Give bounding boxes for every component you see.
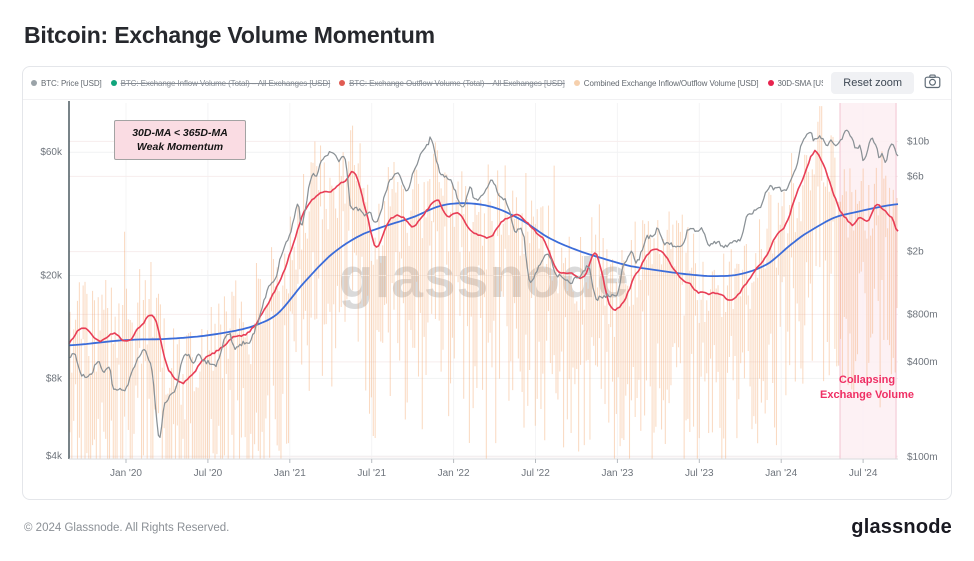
legend-swatch bbox=[573, 80, 580, 86]
right-axis-tick-label: $6b bbox=[907, 171, 924, 182]
legend-item[interactable]: BTC: Exchange Outflow Volume (Total) – A… bbox=[339, 79, 565, 88]
camera-icon bbox=[924, 74, 941, 92]
legend-item[interactable]: Combined Exchange Inflow/Outflow Volume … bbox=[573, 78, 759, 88]
sma365-line bbox=[68, 202, 899, 347]
weak-momentum-line1: 30D-MA < 365D-MA bbox=[132, 127, 228, 139]
x-axis-tick-label: Jan '20 bbox=[110, 468, 142, 479]
collapsing-volume-label: Collapsing Exchange Volume bbox=[767, 373, 951, 404]
legend-swatch bbox=[339, 80, 346, 86]
legend-item[interactable]: 30D-SMA [USD] bbox=[767, 78, 824, 88]
legend-label: Combined Exchange Inflow/Outflow Volume … bbox=[583, 78, 759, 88]
legend-item[interactable]: BTC: Price [USD] bbox=[31, 79, 102, 88]
page-title: Bitcoin: Exchange Volume Momentum bbox=[24, 22, 435, 48]
legend-swatch bbox=[31, 80, 37, 86]
left-axis-tick-label: $60k bbox=[40, 147, 63, 158]
x-axis-tick-label: Jan '21 bbox=[274, 468, 306, 479]
weak-momentum-line2: Weak Momentum bbox=[136, 141, 224, 154]
x-axis-tick-label: Jul '21 bbox=[357, 468, 386, 479]
reset-zoom-button[interactable]: Reset zoom bbox=[831, 72, 914, 94]
sma30-line bbox=[68, 149, 899, 385]
x-axis-tick-label: Jan '24 bbox=[765, 468, 797, 479]
legend-item[interactable]: BTC: Exchange Inflow Volume (Total) – Al… bbox=[110, 78, 331, 88]
glassnode-logo: glassnode bbox=[851, 516, 952, 538]
x-axis-tick-label: Jan '23 bbox=[601, 468, 633, 479]
left-axis-tick-label: $4k bbox=[46, 451, 63, 462]
legend-swatch bbox=[767, 80, 774, 86]
legend-label: BTC: Exchange Outflow Volume (Total) – A… bbox=[349, 78, 565, 88]
collapsing-line1: Collapsing bbox=[838, 374, 896, 386]
collapsing-line2: Exchange Volume bbox=[820, 389, 914, 402]
right-axis-tick-label: $10b bbox=[907, 136, 930, 147]
legend-label: BTC: Price [USD] bbox=[41, 78, 102, 88]
chart-toolbar: BTC: Price [USD] BTC: Exchange Inflow Vol… bbox=[23, 67, 951, 100]
x-axis-tick-label: Jul '24 bbox=[849, 468, 878, 479]
right-axis-tick-label: $100m bbox=[907, 452, 938, 463]
legend-swatch bbox=[110, 80, 117, 86]
x-axis-tick-label: Jan '22 bbox=[438, 468, 470, 479]
chart-card: BTC: Price [USD] BTC: Exchange Inflow Vol… bbox=[22, 66, 952, 500]
right-axis-tick-label: $400m bbox=[907, 357, 938, 368]
footer-copyright: © 2024 Glassnode. All Rights Reserved. bbox=[24, 522, 230, 534]
legend-label: 30D-SMA [USD] bbox=[777, 78, 824, 88]
x-axis-tick-label: Jul '22 bbox=[521, 468, 550, 479]
price-line bbox=[68, 129, 899, 439]
right-axis-tick-label: $2b bbox=[907, 247, 924, 258]
left-axis-tick-label: $8k bbox=[46, 373, 63, 384]
price-volume-chart[interactable]: Jan '20 Jul '20 Jan '21 Jul '21 Jan '22 Jul '… bbox=[23, 67, 952, 500]
legend: BTC: Price [USD] BTC: Exchange Inflow Vol… bbox=[31, 79, 823, 88]
volume-bars bbox=[69, 106, 898, 459]
left-axis-tick-label: $20k bbox=[40, 271, 63, 282]
highlight-region bbox=[839, 103, 897, 459]
axes: Jan '20 Jul '20 Jan '21 Jul '21 Jan '22 Jul '… bbox=[40, 101, 938, 479]
x-axis-tick-label: Jul '23 bbox=[685, 468, 714, 479]
legend-label: BTC: Exchange Inflow Volume (Total) – Al… bbox=[120, 78, 331, 88]
x-axis-tick-label: Jul '20 bbox=[194, 468, 223, 479]
camera-button[interactable] bbox=[922, 72, 943, 94]
weak-momentum-annotation: 30D-MA < 365D-MA Weak Momentum bbox=[114, 120, 246, 161]
right-axis-tick-label: $800m bbox=[907, 309, 938, 320]
